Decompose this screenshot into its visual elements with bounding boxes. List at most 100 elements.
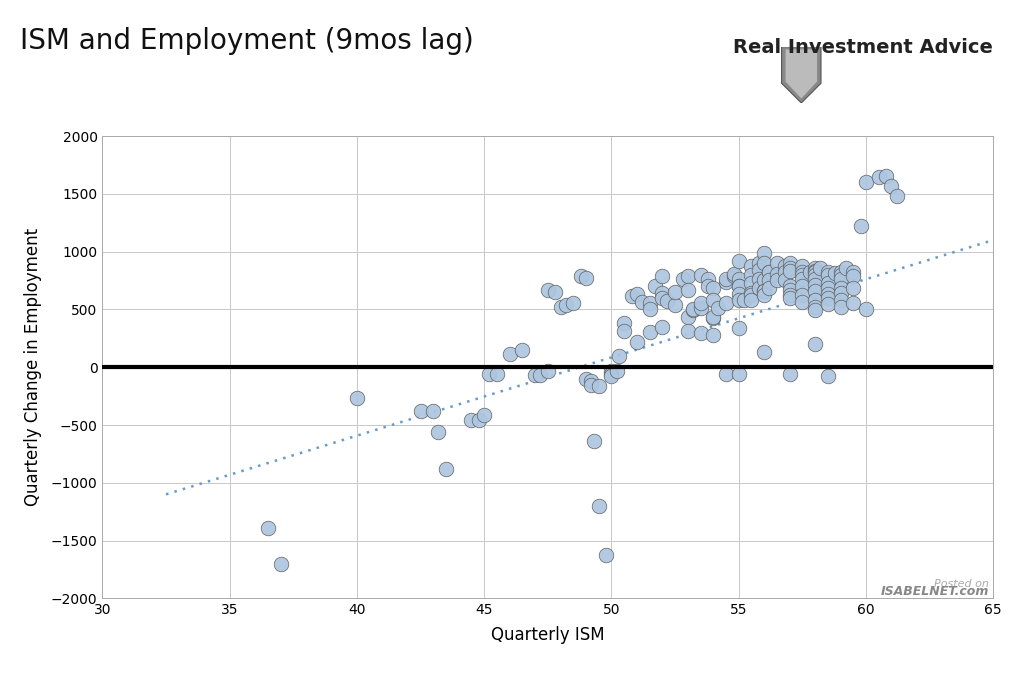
Point — [654, 322, 671, 333]
Point — [761, 275, 777, 286]
Point — [781, 290, 798, 301]
Point — [730, 280, 746, 291]
Point — [819, 270, 836, 281]
Point — [781, 265, 798, 276]
Point — [641, 298, 657, 309]
Point — [756, 257, 772, 268]
Point — [572, 271, 589, 282]
Point — [884, 181, 900, 192]
Point — [634, 296, 650, 307]
Point — [756, 275, 772, 286]
Point — [706, 330, 722, 341]
Point — [756, 286, 772, 297]
Point — [646, 281, 663, 292]
Text: ISM and Employment (9mos lag): ISM and Employment (9mos lag) — [20, 27, 474, 55]
Point — [718, 277, 734, 288]
Point — [730, 280, 746, 291]
Point — [833, 267, 849, 277]
Point — [743, 270, 760, 281]
Point — [616, 325, 633, 336]
Point — [781, 257, 798, 268]
Point — [807, 338, 823, 349]
Point — [756, 290, 772, 301]
Point — [819, 278, 836, 289]
Point — [540, 285, 556, 296]
Point — [853, 220, 869, 231]
Point — [819, 299, 836, 309]
Point — [743, 260, 760, 271]
Point — [807, 273, 823, 284]
Point — [603, 371, 620, 382]
Point — [608, 366, 625, 377]
Point — [685, 305, 701, 316]
Point — [858, 303, 874, 314]
Point — [838, 263, 854, 274]
Point — [743, 294, 760, 305]
Point — [795, 296, 811, 307]
Point — [776, 275, 793, 286]
Point — [557, 300, 573, 311]
Point — [692, 302, 709, 313]
Point — [827, 267, 844, 278]
Point — [781, 285, 798, 296]
Point — [654, 287, 671, 298]
Point — [781, 293, 798, 304]
Point — [488, 369, 505, 379]
Point — [751, 257, 767, 268]
Polygon shape — [785, 50, 817, 99]
Point — [795, 267, 811, 277]
Point — [700, 273, 717, 284]
Point — [425, 406, 441, 417]
Point — [776, 267, 793, 277]
Point — [272, 558, 289, 569]
Point — [578, 272, 594, 283]
Point — [725, 269, 741, 279]
Point — [802, 267, 818, 277]
Point — [629, 337, 645, 347]
Point — [413, 406, 429, 417]
Point — [718, 368, 734, 379]
Polygon shape — [781, 47, 821, 103]
Point — [795, 270, 811, 281]
Point — [879, 171, 895, 182]
Point — [819, 283, 836, 294]
Point — [718, 273, 734, 284]
Point — [629, 289, 645, 300]
Point — [858, 177, 874, 188]
Point — [743, 290, 760, 301]
Point — [833, 273, 849, 284]
Point — [680, 311, 696, 322]
Text: Real Investment Advice: Real Investment Advice — [733, 38, 993, 57]
Point — [751, 283, 767, 294]
Point — [819, 371, 836, 381]
Point — [706, 294, 722, 305]
Point — [654, 293, 671, 304]
Point — [735, 294, 752, 305]
Point — [769, 269, 785, 279]
Point — [795, 260, 811, 271]
Point — [700, 280, 717, 291]
Point — [532, 370, 549, 381]
Point — [583, 379, 599, 390]
Point — [795, 273, 811, 284]
Point — [769, 257, 785, 268]
Point — [761, 283, 777, 294]
Point — [725, 271, 741, 282]
Point — [552, 302, 568, 313]
Point — [476, 409, 493, 420]
Point — [514, 345, 530, 356]
Point — [624, 290, 640, 301]
Point — [761, 267, 777, 277]
Point — [680, 325, 696, 336]
Point — [578, 373, 594, 384]
Point — [756, 286, 772, 297]
Point — [349, 393, 366, 404]
Point — [756, 346, 772, 357]
Point — [438, 464, 455, 475]
Point — [471, 415, 487, 426]
Point — [654, 271, 671, 282]
Point — [751, 273, 767, 284]
Point — [502, 349, 518, 360]
Point — [547, 287, 563, 298]
Point — [598, 549, 614, 560]
